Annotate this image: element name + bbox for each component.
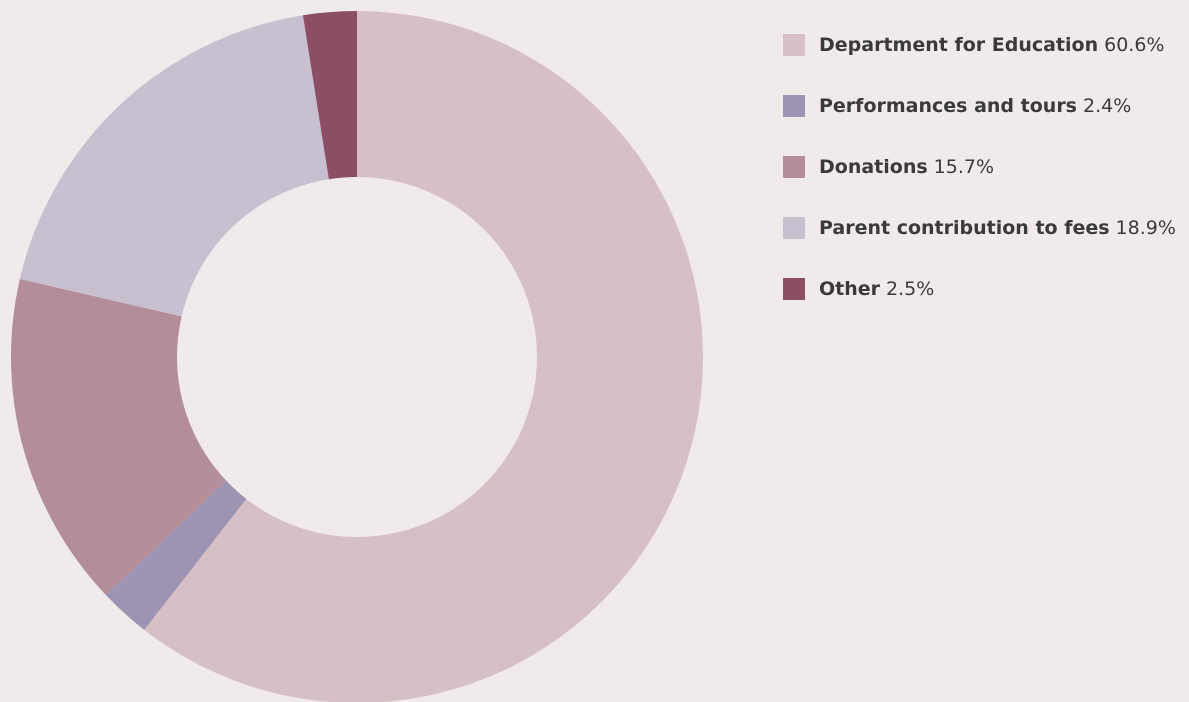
donut-slice	[302, 11, 357, 180]
legend-label: Performances and tours	[819, 95, 1077, 117]
donut-slice	[105, 480, 247, 630]
legend-entry: Other 2.5%	[819, 278, 934, 300]
legend-swatch	[783, 217, 805, 239]
donut-slice	[10, 278, 227, 595]
legend-label: Donations	[819, 156, 928, 178]
legend-value: 15.7%	[934, 156, 994, 178]
legend-value: 2.4%	[1083, 95, 1131, 117]
legend-value: 18.9%	[1116, 217, 1176, 239]
legend-value: 2.5%	[886, 278, 934, 300]
legend-entry: Parent contribution to fees 18.9%	[819, 217, 1176, 239]
donut-slice	[144, 11, 703, 702]
legend-swatch	[783, 34, 805, 56]
legend-swatch	[783, 278, 805, 300]
legend-entry: Department for Education 60.6%	[819, 34, 1164, 56]
donut-slice	[19, 15, 329, 317]
legend-entry: Donations 15.7%	[819, 156, 994, 178]
legend-label: Parent contribution to fees	[819, 217, 1110, 239]
legend-entry: Performances and tours 2.4%	[819, 95, 1131, 117]
legend-label: Department for Education	[819, 34, 1098, 56]
legend-value: 60.6%	[1104, 34, 1164, 56]
legend-label: Other	[819, 278, 881, 300]
legend-swatch	[783, 95, 805, 117]
legend-swatch	[783, 156, 805, 178]
